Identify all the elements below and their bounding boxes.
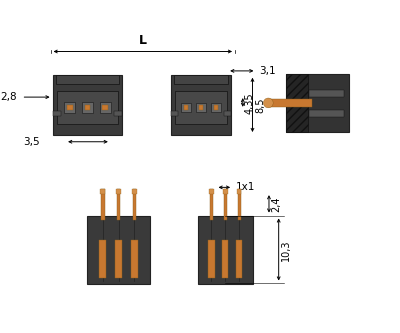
Bar — [209, 189, 214, 194]
Bar — [132, 189, 136, 220]
Bar — [101, 189, 104, 220]
Bar — [171, 112, 178, 116]
Text: 3,1: 3,1 — [259, 66, 276, 76]
Bar — [309, 90, 344, 97]
Bar — [238, 189, 241, 220]
Bar — [211, 103, 221, 112]
Text: 2,4: 2,4 — [271, 196, 281, 211]
Text: 1x1: 1x1 — [236, 182, 255, 192]
Bar — [181, 103, 191, 112]
Bar — [309, 111, 344, 118]
Bar — [67, 105, 73, 110]
Bar — [57, 91, 118, 124]
Bar — [85, 105, 90, 110]
Bar — [52, 75, 122, 135]
Bar — [210, 189, 213, 220]
Bar — [237, 189, 242, 194]
Bar — [223, 189, 228, 194]
Bar — [268, 99, 312, 107]
Text: 4,35: 4,35 — [245, 92, 255, 114]
Bar — [100, 102, 110, 113]
Bar — [214, 105, 218, 110]
Bar — [102, 105, 108, 110]
Bar — [82, 102, 93, 113]
Bar — [114, 112, 122, 116]
Bar — [99, 240, 106, 278]
Bar — [64, 102, 76, 113]
Bar — [224, 112, 231, 116]
Bar — [132, 189, 137, 194]
Bar — [131, 240, 138, 278]
Text: 2,8: 2,8 — [0, 92, 17, 102]
Bar — [171, 75, 231, 135]
Bar — [100, 189, 105, 194]
Text: 3,5: 3,5 — [24, 137, 40, 147]
Bar — [222, 240, 228, 278]
Bar — [196, 103, 206, 112]
Bar — [198, 216, 253, 284]
Bar — [56, 75, 119, 84]
Bar — [174, 75, 228, 84]
Bar — [52, 112, 61, 116]
Bar — [175, 91, 227, 124]
Text: 10,3: 10,3 — [281, 240, 291, 261]
Bar — [116, 189, 121, 194]
Bar — [87, 216, 150, 284]
Text: L: L — [139, 34, 147, 47]
Bar — [224, 189, 227, 220]
Bar — [199, 105, 203, 110]
Bar — [115, 240, 122, 278]
Ellipse shape — [264, 98, 273, 108]
Bar — [286, 74, 308, 132]
Bar — [208, 240, 214, 278]
Bar — [236, 240, 242, 278]
Text: 8,5: 8,5 — [255, 97, 265, 113]
Bar — [286, 74, 349, 132]
Bar — [184, 105, 188, 110]
Bar — [117, 189, 120, 220]
